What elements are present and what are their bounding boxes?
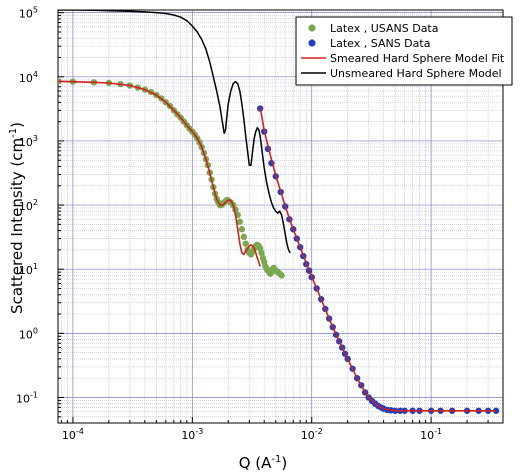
y-tick-label-base: 10 [19, 8, 33, 21]
y-tick-label-exponent: 5 [33, 6, 38, 15]
y-tick-label-exponent: -1 [30, 390, 38, 399]
y-axis-title-superscript: -1 [8, 128, 19, 138]
data-point [236, 218, 244, 225]
y-tick-label-base: 10 [19, 328, 33, 341]
series-line-unsmeared-hard-sphere-model [58, 10, 291, 254]
legend-box [295, 16, 513, 86]
y-tick-label: 103 [19, 134, 38, 149]
y-tick-label: 100 [19, 326, 38, 341]
y-axis-title-main: Scattered Intensity (cm [8, 138, 26, 314]
y-tick-label-exponent: 1 [33, 262, 38, 271]
series-line-smeared-hard-sphere-model-fit [58, 80, 261, 267]
x-tick-label-base: 10 [301, 429, 315, 442]
y-tick-label-exponent: 0 [33, 326, 38, 335]
legend-label: Smeared Hard Sphere Model Fit [330, 52, 505, 65]
y-tick-label: 105 [19, 6, 38, 21]
data-point [258, 249, 265, 257]
legend-label: Latex , USANS Data [330, 22, 439, 35]
x-axis-title-end: ) [281, 454, 287, 472]
legend-label: Unsmeared Hard Sphere Model [330, 67, 502, 80]
x-tick-label-exponent: -3 [195, 427, 203, 436]
y-tick-label-base: 10 [16, 392, 30, 405]
x-tick-label-exponent: -1 [434, 427, 442, 436]
legend: Latex , USANS Data Latex , SANS Data Smear… [295, 16, 513, 86]
y-tick-label-base: 10 [19, 264, 33, 277]
x-tick-label-base: 10 [181, 429, 195, 442]
x-tick-label-base: 10 [420, 429, 434, 442]
minor-gridlines [58, 10, 504, 424]
y-tick-label-exponent: 3 [33, 134, 38, 143]
x-axis-title: Q (A-1) [239, 454, 288, 472]
data-point [278, 272, 285, 279]
data-point [242, 240, 249, 247]
legend-marker [308, 24, 316, 32]
y-axis-title-end: ) [8, 122, 26, 128]
x-axis-title-superscript: -1 [271, 454, 281, 465]
data-point [240, 233, 248, 241]
x-tick-label-exponent: -4 [76, 427, 84, 436]
y-tick-label-base: 10 [19, 72, 33, 85]
major-gridlines [58, 10, 503, 423]
y-tick-label-base: 10 [19, 136, 33, 149]
y-tick-label: 102 [19, 198, 38, 213]
y-axis-title: Scattered Intensity (cm-1) [8, 122, 26, 314]
x-tick-label-base: 10 [62, 429, 76, 442]
x-tick-label-exponent: -2 [315, 427, 323, 436]
x-axis-tick-labels: 10-4 10-3 10-2 10-1 [62, 427, 442, 442]
series-latex-sans-data [256, 105, 500, 414]
legend-marker [308, 39, 316, 47]
x-axis-title-main: Q (A [239, 454, 272, 472]
y-tick-label-exponent: 2 [33, 198, 38, 207]
y-tick-label: 104 [19, 70, 38, 85]
x-tick-label: 10-1 [420, 427, 442, 442]
data-point [238, 226, 246, 233]
y-tick-label-exponent: 4 [33, 70, 38, 79]
y-tick-label-base: 10 [19, 200, 33, 213]
y-tick-label: 101 [19, 262, 38, 277]
series-layer [58, 10, 500, 414]
legend-label: Latex , SANS Data [330, 37, 430, 50]
plot-area-frame [57, 9, 504, 424]
series-latex-usans-data [58, 78, 285, 279]
y-tick-label: 10-1 [16, 390, 38, 405]
x-tick-label: 10-2 [301, 427, 323, 442]
x-tick-label: 10-4 [62, 427, 84, 442]
series-line-smeared-hard-sphere-model-fit [259, 106, 497, 412]
x-tick-label: 10-3 [181, 427, 203, 442]
